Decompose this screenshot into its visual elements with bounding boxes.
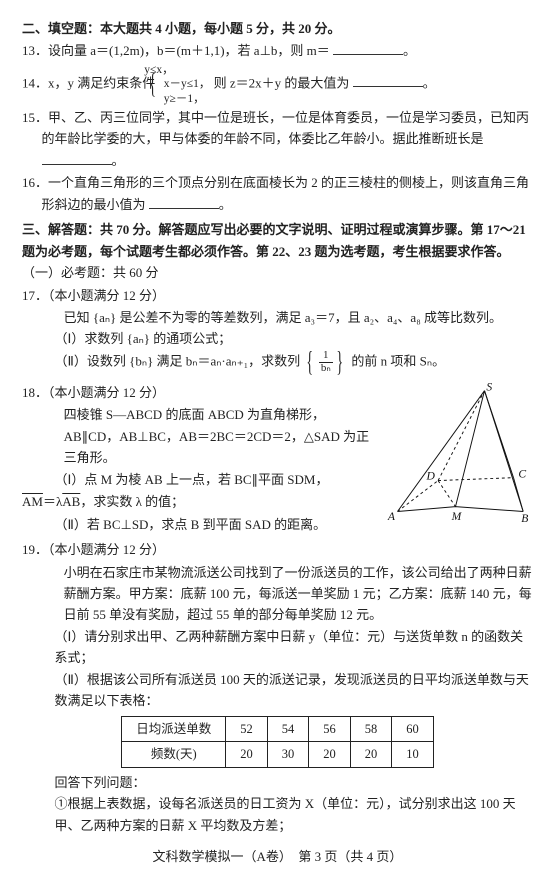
- row-head-0: 日均派送单数: [122, 716, 226, 742]
- q19-sub1: ①根据上表数据，设每名派送员的日工资为 X（单位：元），试分别求出这 100 天…: [22, 793, 533, 836]
- q17-p2-post: 的前 n 项和 Sₙ。: [351, 353, 445, 368]
- cell: 20: [226, 742, 268, 768]
- section-3-heading: 三、解答题：共 70 分。解答题应写出必要的文字说明、证明过程或演算步骤。第 1…: [22, 219, 533, 262]
- q13-blank: [333, 43, 403, 56]
- table-row: 频数(天) 20 30 20 20 10: [122, 742, 434, 768]
- q17-head: 17．（本小题满分 12 分）: [22, 285, 533, 306]
- cell: 54: [267, 716, 309, 742]
- table-row: 日均派送单数 52 54 56 58 60: [122, 716, 434, 742]
- cell: 56: [309, 716, 351, 742]
- q18-stem: 四棱锥 S—ABCD 的底面 ABCD 为直角梯形，AB∥CD，AB⊥BC，AB…: [22, 404, 372, 468]
- q14-blank: [353, 75, 423, 88]
- rbrace-icon: }: [336, 350, 343, 375]
- q17-p2-pre: （Ⅱ）设数列 {bₙ} 满足 bₙ＝aₙ·aₙ₊₁，求数列: [55, 353, 301, 368]
- q17-p2: （Ⅱ）设数列 {bₙ} 满足 bₙ＝aₙ·aₙ₊₁，求数列 {1bₙ} 的前 n…: [22, 350, 533, 375]
- q17-stem: 已知 {aₙ} 是公差不为零的等差数列，满足 a₃＝7，且 a₂、a₄、a₈ 成…: [22, 307, 533, 328]
- cell: 52: [226, 716, 268, 742]
- q14-cases: y≤x， x－y≤1， y≥－1，: [164, 63, 211, 106]
- q14: 14．x，y 满足约束条件 { y≤x， x－y≤1， y≥－1， 则 z＝2x…: [22, 63, 533, 106]
- q19-stem: 小明在石家庄市某物流派送公司找到了一份派送员的工作，该公司给出了两种日薪薪酬方案…: [22, 562, 533, 626]
- q13: 13．设向量 a＝(1,2m)，b＝(m＋1,1)，若 a⊥b，则 m＝ 。: [22, 40, 533, 61]
- row-head-1: 频数(天): [122, 742, 226, 768]
- lbl-d: D: [426, 470, 436, 483]
- q15-text: 15．甲、乙、丙三位同学，其中一位是班长，一位是体育委员，一位是学习委员，已知丙…: [22, 110, 529, 146]
- q19-after: 回答下列问题：: [22, 772, 533, 793]
- section-2-heading: 二、填空题：本大题共 4 小题，每小题 5 分，共 20 分。: [22, 18, 533, 39]
- q15-blank: [42, 152, 112, 165]
- cell: 20: [309, 742, 351, 768]
- page-footer: 文科数学模拟一（A卷） 第 3 页（共 4 页）: [22, 846, 533, 867]
- q19-p1: （Ⅰ）请分别求出甲、乙两种薪酬方案中日薪 y（单位：元）与送货单数 n 的函数关…: [22, 626, 533, 669]
- q14-post: 则 z＝2x＋y 的最大值为: [214, 75, 350, 90]
- cell: 20: [350, 742, 392, 768]
- lbl-a: A: [387, 510, 396, 523]
- pyramid-icon: S A B C D M: [378, 381, 533, 526]
- cell: 30: [267, 742, 309, 768]
- vec-ab: AB: [62, 494, 80, 509]
- lbl-b: B: [521, 512, 528, 525]
- q18-figure: S A B C D M: [378, 381, 533, 532]
- q17-frac: 1bₙ: [319, 350, 333, 374]
- q16-blank: [149, 196, 219, 209]
- q19-head: 19．（本小题满分 12 分）: [22, 539, 533, 560]
- case-1: x－y≤1，: [164, 78, 211, 90]
- q18-p1: （Ⅰ）点 M 为棱 AB 上一点，若 BC∥平面 SDM，: [22, 469, 372, 490]
- frac-d: bₙ: [319, 363, 333, 375]
- q14-pre: 14．x，y 满足约束条件: [22, 75, 155, 90]
- q16: 16．一个直角三角形的三个顶点分别在底面棱长为 2 的正三棱柱的侧棱上，则该直角…: [22, 172, 533, 215]
- q19-table: 日均派送单数 52 54 56 58 60 频数(天) 20 30 20 20 …: [121, 716, 434, 768]
- cell: 58: [350, 716, 392, 742]
- cell: 10: [392, 742, 434, 768]
- section-3-sub: （一）必考题：共 60 分: [22, 262, 533, 283]
- cell: 60: [392, 716, 434, 742]
- lbrace-icon: {: [307, 350, 314, 375]
- case-2: y≥－1，: [164, 93, 205, 105]
- q16-text: 16．一个直角三角形的三个顶点分别在底面棱长为 2 的正三棱柱的侧棱上，则该直角…: [22, 175, 529, 211]
- q13-text: 13．设向量 a＝(1,2m)，b＝(m＋1,1)，若 a⊥b，则 m＝: [22, 43, 330, 58]
- q18-p1b: AM＝λAB，求实数 λ 的值；: [22, 491, 372, 512]
- lbl-s: S: [486, 381, 492, 394]
- lbl-c: C: [518, 468, 526, 481]
- vec-am: AM: [22, 494, 43, 509]
- q18-p2: （Ⅱ）若 BC⊥SD，求点 B 到平面 SAD 的距离。: [22, 514, 372, 535]
- lbl-m: M: [451, 510, 463, 523]
- q17-p1: （Ⅰ）求数列 {aₙ} 的通项公式；: [22, 328, 533, 349]
- q19-p2: （Ⅱ）根据该公司所有派送员 100 天的派送记录，发现派送员的日平均派送单数与天…: [22, 669, 533, 712]
- q18-head: 18．（本小题满分 12 分）: [22, 382, 372, 403]
- q15: 15．甲、乙、丙三位同学，其中一位是班长，一位是体育委员，一位是学习委员，已知丙…: [22, 107, 533, 171]
